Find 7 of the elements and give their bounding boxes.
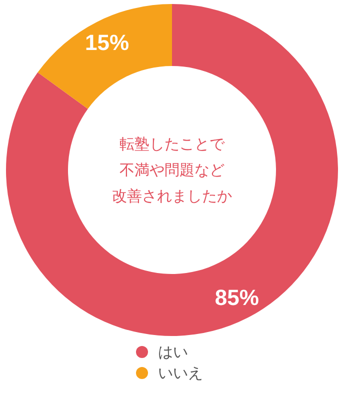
data-label: 15% (85, 30, 130, 56)
legend-label: いいえ (158, 364, 203, 382)
data-label: 85% (214, 284, 259, 310)
donut-slice (6, 4, 338, 336)
donut-slice (38, 4, 172, 109)
text: 転塾したことで不満や問題など改善されましたか (112, 135, 232, 205)
legend-label: はい (158, 343, 188, 361)
